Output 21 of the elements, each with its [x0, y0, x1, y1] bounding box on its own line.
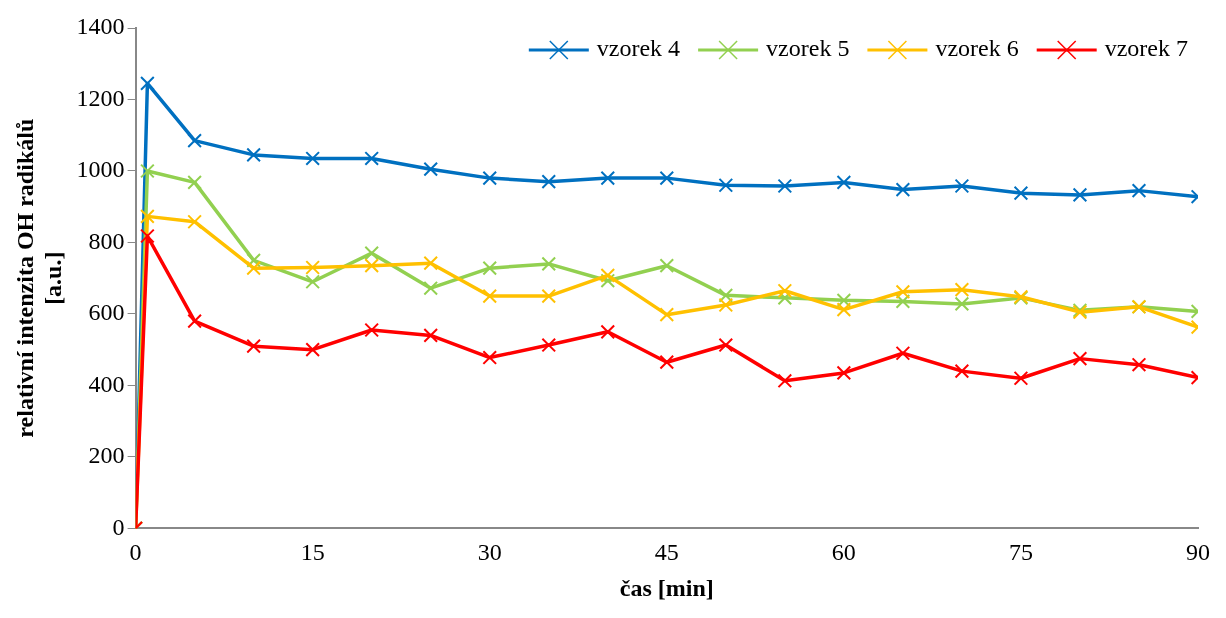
- y-tick-label: 200: [88, 442, 125, 469]
- x-tick-label: 75: [1008, 539, 1033, 566]
- x-axis-title: čas [min]: [619, 574, 714, 601]
- legend-label: vzorek 5: [766, 35, 850, 62]
- y-tick-label: 400: [88, 370, 125, 397]
- y-tick-label: 1000: [76, 156, 125, 183]
- legend-label: vzorek 7: [1104, 35, 1188, 62]
- x-tick-label: 90: [1186, 539, 1210, 566]
- x-tick-label: 0: [129, 539, 142, 566]
- y-tick-label: 0: [112, 513, 125, 540]
- x-tick-label: 45: [654, 539, 679, 566]
- x-tick-label: 15: [300, 539, 325, 566]
- y-tick-label: 600: [88, 299, 125, 326]
- legend-label: vzorek 6: [935, 35, 1019, 62]
- y-tick-label: 1400: [76, 13, 125, 40]
- x-tick-label: 30: [477, 539, 502, 566]
- y-tick-label: 800: [88, 227, 125, 254]
- x-tick-label: 60: [831, 539, 856, 566]
- y-tick-label: 1200: [76, 84, 125, 111]
- legend-label: vzorek 4: [596, 35, 681, 62]
- y-axis-title: relativní intenzita OH radikálů [a.u.]: [11, 118, 67, 438]
